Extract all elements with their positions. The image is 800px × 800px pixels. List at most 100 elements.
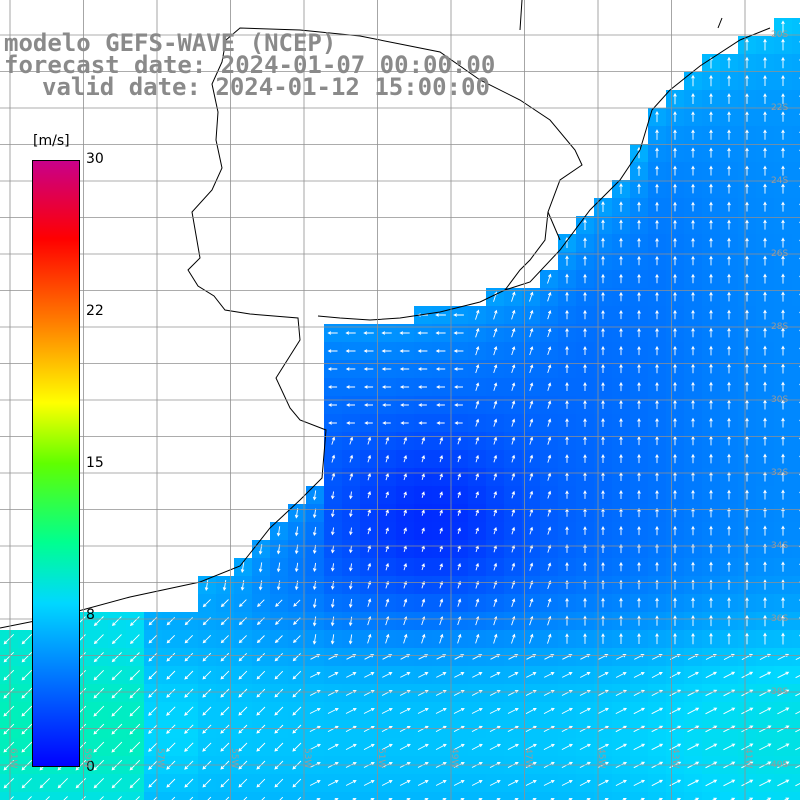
wind-arrow <box>367 472 372 481</box>
wind-cell <box>792 216 800 235</box>
wind-arrow <box>381 707 393 714</box>
wind-arrow <box>709 183 713 194</box>
wind-arrow <box>633 707 646 715</box>
wind-arrow <box>579 672 591 678</box>
wind-arrow <box>781 111 785 122</box>
wind-arrow <box>709 363 713 374</box>
wind-cell <box>468 792 487 800</box>
wind-arrow <box>727 74 731 87</box>
wind-arrow <box>21 705 33 717</box>
wind-arrow <box>583 237 587 248</box>
wind-arrow <box>727 129 731 140</box>
wind-arrow <box>547 328 552 338</box>
longitude-label: 59W <box>81 748 92 769</box>
wind-arrow <box>709 165 713 176</box>
wind-arrow <box>691 453 695 464</box>
wind-arrow <box>363 725 375 732</box>
wind-arrow <box>417 331 428 335</box>
wind-cell <box>252 792 271 800</box>
wind-arrow <box>619 508 623 517</box>
wind-arrow <box>381 349 392 353</box>
wind-arrow <box>400 403 409 407</box>
wind-arrow <box>202 599 211 608</box>
wind-arrow <box>166 742 176 752</box>
wind-arrow <box>240 561 245 573</box>
wind-arrow <box>166 616 176 626</box>
wind-arrow <box>781 56 785 69</box>
wind-arrow <box>547 544 552 553</box>
wind-arrow <box>709 345 713 356</box>
wind-arrow <box>741 707 754 715</box>
wind-arrow <box>220 670 230 680</box>
wind-arrow <box>583 382 587 391</box>
wind-arrow <box>781 93 785 104</box>
wind-arrow <box>475 473 480 481</box>
wind-arrow <box>351 797 357 800</box>
wind-cell <box>306 792 325 800</box>
wind-arrow <box>763 399 767 410</box>
wind-arrow <box>399 725 411 732</box>
wind-arrow <box>763 327 767 338</box>
wind-arrow <box>781 201 785 212</box>
colorbar-tick-22: 22 <box>86 303 104 319</box>
wind-arrow <box>637 615 641 626</box>
wind-arrow <box>475 346 480 356</box>
wind-arrow <box>727 363 731 374</box>
wind-arrow <box>637 237 641 248</box>
valid-date: valid date: 2024-01-12 15:00:00 <box>42 73 490 101</box>
wind-arrow <box>421 491 425 498</box>
wind-arrow <box>399 385 410 389</box>
wind-arrow <box>312 562 317 573</box>
wind-arrow <box>435 331 446 335</box>
wind-cell <box>630 792 649 800</box>
wind-arrow <box>3 669 15 681</box>
wind-arrow <box>709 453 713 464</box>
wind-arrow <box>27 796 32 800</box>
wind-arrow <box>439 491 443 498</box>
wind-arrow <box>457 455 462 463</box>
wind-arrow <box>633 671 645 678</box>
wind-arrow <box>129 777 141 789</box>
wind-arrow <box>583 219 587 230</box>
wind-arrow <box>345 331 356 335</box>
wind-cell <box>216 792 235 800</box>
wind-arrow <box>258 562 263 573</box>
wind-arrow <box>727 525 731 536</box>
latitude-label: 22S <box>771 103 789 113</box>
wind-arrow <box>547 346 552 356</box>
wind-arrow <box>399 367 410 371</box>
wind-arrow <box>565 490 569 499</box>
wind-arrow <box>403 633 408 644</box>
wind-arrow <box>615 671 627 678</box>
wind-arrow <box>673 363 677 374</box>
wind-arrow <box>651 779 664 787</box>
wind-arrow <box>687 743 700 751</box>
wind-arrow <box>655 255 659 266</box>
wind-arrow <box>655 201 659 212</box>
wind-arrow <box>330 616 335 627</box>
wind-arrow <box>727 255 731 266</box>
wind-arrow <box>763 381 767 392</box>
wind-cell <box>792 54 800 73</box>
wind-arrow <box>459 797 465 800</box>
wind-arrow <box>565 562 569 571</box>
wind-arrow <box>493 309 498 320</box>
wind-arrow <box>709 417 713 428</box>
wind-arrow <box>525 707 537 714</box>
wind-arrow <box>781 597 785 608</box>
wind-arrow <box>583 346 587 355</box>
wind-arrow <box>709 237 713 248</box>
wind-arrow <box>727 93 731 104</box>
wind-arrow <box>493 472 498 481</box>
wind-arrow <box>745 38 749 51</box>
wind-arrow <box>220 742 230 752</box>
wind-arrow <box>709 614 713 627</box>
wind-arrow <box>148 652 158 662</box>
wind-arrow <box>601 364 605 373</box>
wind-arrow <box>673 615 677 626</box>
wind-arrow <box>655 110 659 123</box>
wind-arrow <box>346 672 357 678</box>
wind-arrow <box>781 507 785 518</box>
wind-cell <box>792 90 800 109</box>
wind-arrow <box>691 489 695 500</box>
